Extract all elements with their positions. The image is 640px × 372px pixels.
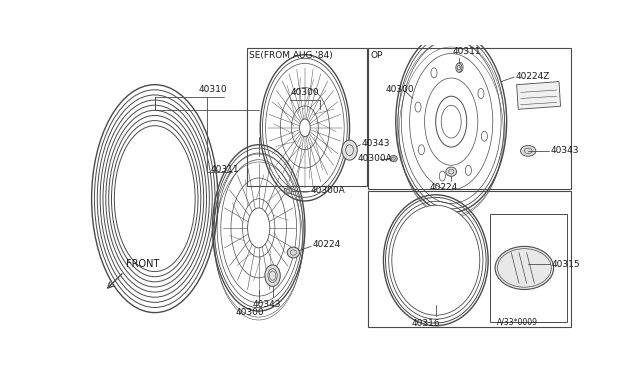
- Polygon shape: [516, 81, 561, 109]
- Ellipse shape: [419, 145, 424, 155]
- Text: 40224: 40224: [429, 183, 458, 192]
- Text: A/33*0009: A/33*0009: [497, 317, 538, 326]
- Bar: [490, 214, 566, 322]
- Bar: [368, 191, 570, 327]
- Text: 40300: 40300: [386, 85, 414, 94]
- Text: 40300: 40300: [291, 88, 319, 97]
- Ellipse shape: [495, 246, 554, 289]
- Text: 40311: 40311: [211, 165, 239, 174]
- Ellipse shape: [441, 105, 461, 138]
- Ellipse shape: [300, 119, 310, 137]
- Ellipse shape: [248, 208, 270, 248]
- Ellipse shape: [457, 62, 463, 72]
- Text: FRONT: FRONT: [126, 260, 159, 269]
- Ellipse shape: [465, 166, 472, 176]
- Ellipse shape: [456, 63, 462, 73]
- Ellipse shape: [439, 171, 445, 181]
- Text: 40300A: 40300A: [310, 186, 345, 195]
- Ellipse shape: [446, 167, 456, 176]
- Ellipse shape: [431, 68, 437, 78]
- Text: 40343: 40343: [252, 300, 281, 309]
- Ellipse shape: [392, 205, 480, 315]
- Text: 40315: 40315: [551, 260, 580, 269]
- Ellipse shape: [390, 155, 397, 162]
- Text: 40343: 40343: [361, 139, 390, 148]
- Text: 40343: 40343: [550, 147, 579, 155]
- Text: 40300: 40300: [235, 308, 264, 317]
- Bar: [247, 48, 367, 186]
- Text: 40224Z: 40224Z: [515, 73, 550, 81]
- Ellipse shape: [481, 131, 488, 141]
- Ellipse shape: [265, 265, 280, 286]
- Ellipse shape: [520, 145, 536, 156]
- Text: 40224: 40224: [312, 240, 341, 249]
- Ellipse shape: [284, 188, 292, 194]
- Ellipse shape: [436, 96, 467, 147]
- Ellipse shape: [115, 126, 195, 272]
- Ellipse shape: [342, 140, 357, 160]
- Bar: [368, 48, 570, 189]
- Text: SE(FROM AUG.'84): SE(FROM AUG.'84): [250, 51, 333, 60]
- Ellipse shape: [415, 102, 421, 112]
- Text: 40316: 40316: [412, 319, 440, 328]
- Text: 40311: 40311: [452, 47, 481, 56]
- Ellipse shape: [478, 89, 484, 99]
- Text: 40310: 40310: [198, 85, 227, 94]
- Text: OP: OP: [371, 51, 383, 60]
- Text: 40300A: 40300A: [357, 154, 392, 163]
- Ellipse shape: [287, 247, 300, 258]
